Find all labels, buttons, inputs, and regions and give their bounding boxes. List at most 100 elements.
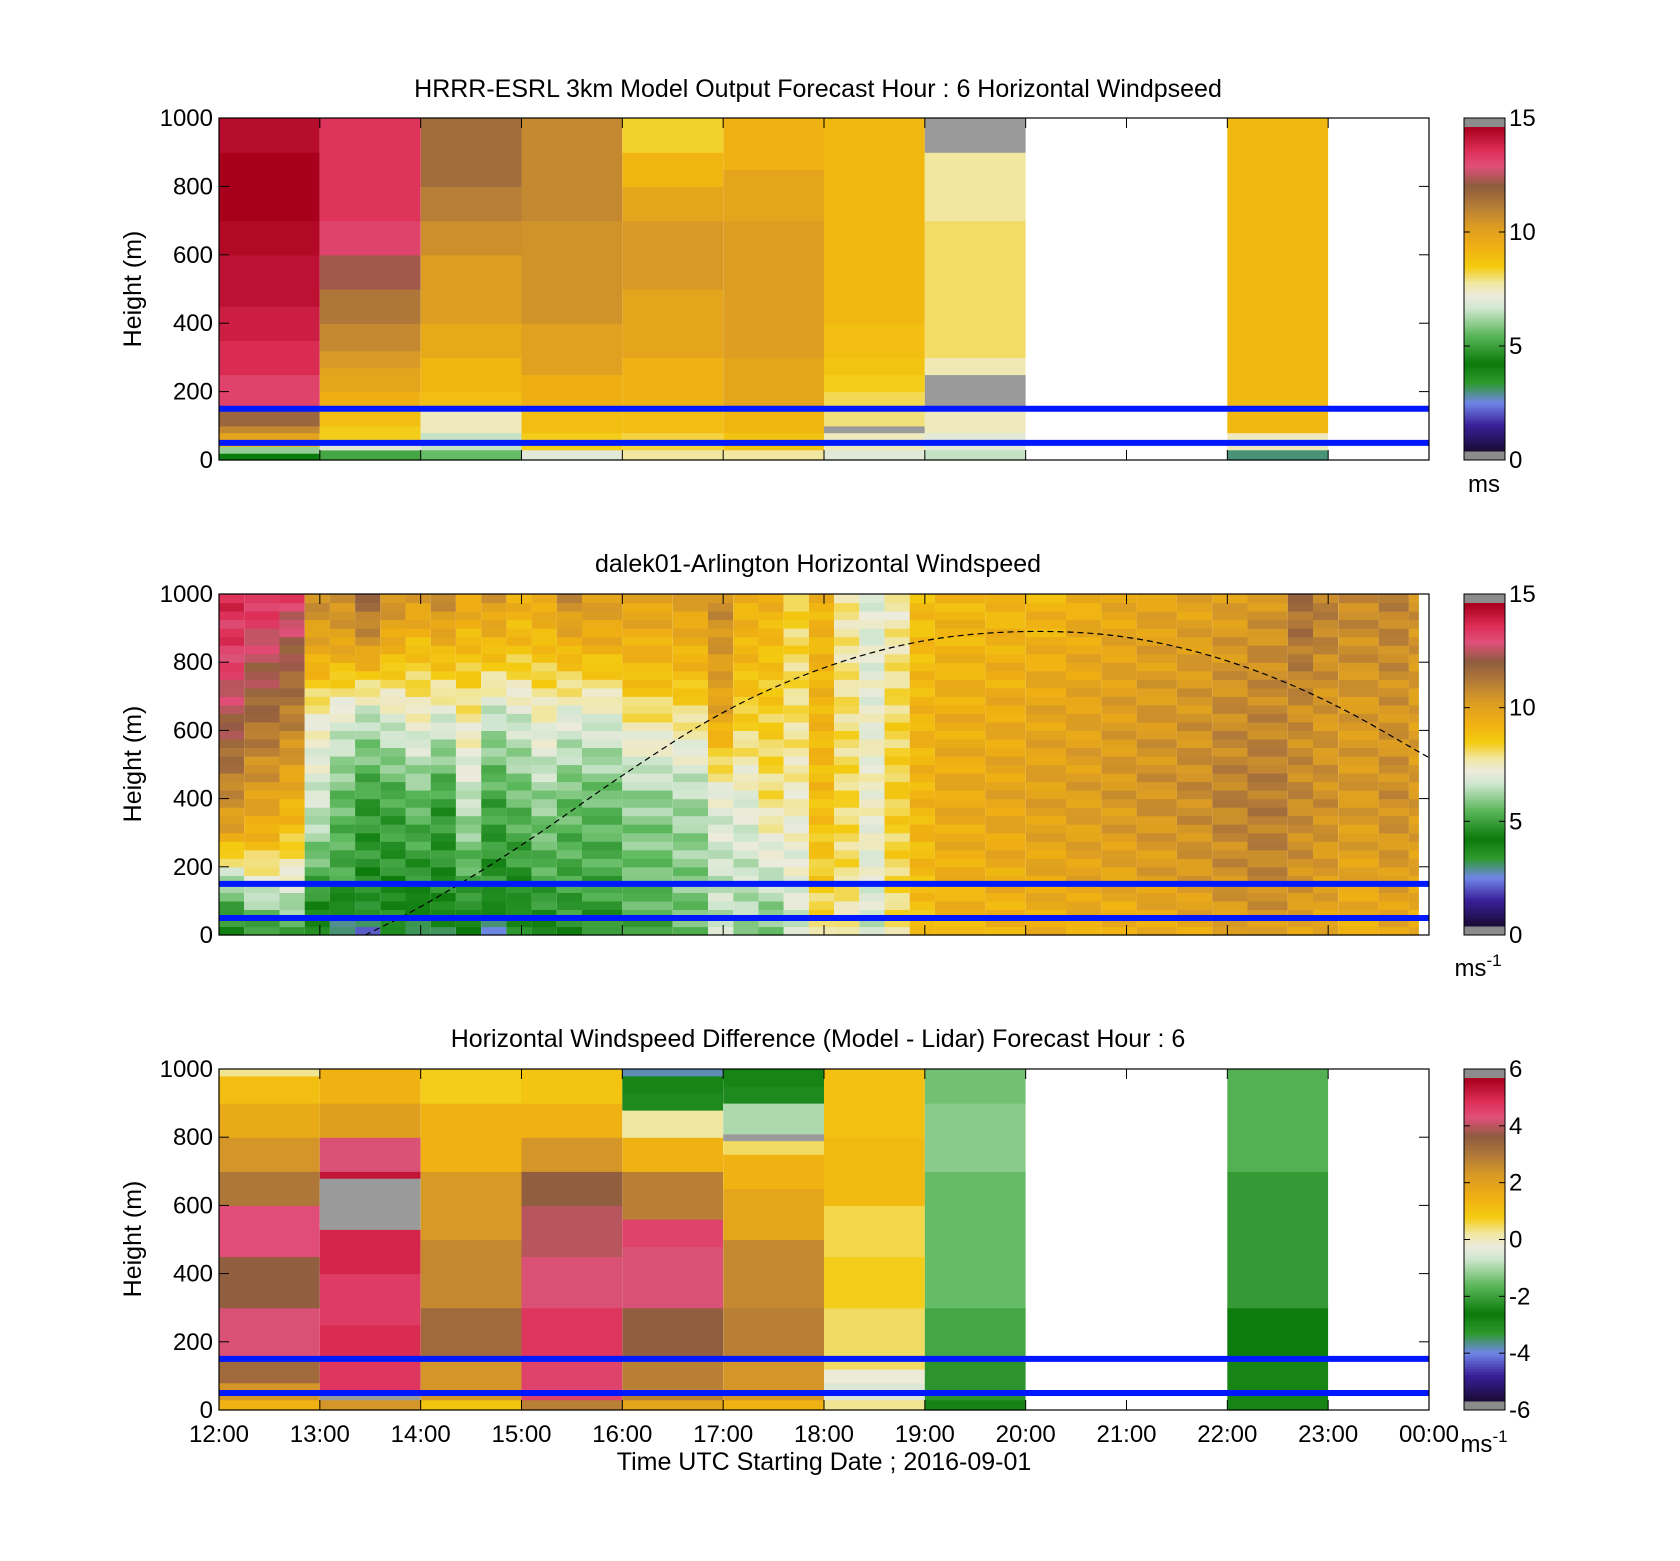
heatmap-cell xyxy=(783,866,809,876)
heatmap-cell xyxy=(219,1069,320,1077)
heatmap-cell xyxy=(1287,798,1313,808)
heatmap-cell xyxy=(934,662,986,672)
heatmap-cell xyxy=(985,900,1026,910)
heatmap-cell xyxy=(1136,875,1177,885)
heatmap-cell xyxy=(319,1137,421,1172)
colorbar-swatch xyxy=(1464,1169,1505,1173)
colorbar-swatch xyxy=(1464,799,1505,803)
heatmap-cell xyxy=(1313,807,1339,817)
colorbar-swatch xyxy=(1464,1215,1505,1219)
heatmap-cell xyxy=(1338,679,1379,689)
heatmap-cell xyxy=(808,790,835,800)
heatmap-cell xyxy=(808,611,835,621)
heatmap-cell xyxy=(708,747,734,757)
heatmap-cell xyxy=(985,807,1026,817)
heatmap-cell xyxy=(909,781,935,791)
unit-main: ms xyxy=(1468,471,1500,498)
heatmap-cell xyxy=(1212,594,1248,604)
heatmap-cell xyxy=(1101,773,1137,783)
heatmap-cell xyxy=(934,738,986,748)
colorbar-swatch xyxy=(1464,1096,1505,1101)
heatmap-cell xyxy=(219,721,245,731)
heatmap-cell xyxy=(1408,815,1419,825)
heatmap-cell xyxy=(733,841,759,851)
heatmap-cell xyxy=(859,679,885,689)
heatmap-cell xyxy=(481,756,507,766)
heatmap-cell xyxy=(909,645,935,655)
heatmap-cell xyxy=(985,866,1026,876)
heatmap-cell xyxy=(1101,883,1137,893)
heatmap-cell xyxy=(622,220,724,290)
colorbar-swatch xyxy=(1464,343,1505,347)
colorbar-swatch xyxy=(1464,364,1505,368)
heatmap-cell xyxy=(1066,824,1102,834)
heatmap-cell xyxy=(884,619,910,629)
heatmap-cell xyxy=(556,858,582,868)
heatmap-cell xyxy=(1378,670,1409,680)
heatmap-cell xyxy=(1212,815,1248,825)
heatmap-cell xyxy=(1212,662,1248,672)
heatmap-cell xyxy=(1101,730,1137,740)
heatmap-cell xyxy=(808,849,835,859)
colorbar-swatch xyxy=(1464,896,1505,900)
heatmap-cell xyxy=(1176,824,1213,834)
colorbar-swatch xyxy=(1464,332,1505,336)
heatmap-cell xyxy=(329,756,356,766)
colorbar-endcap xyxy=(1464,1069,1505,1078)
heatmap-cell xyxy=(304,900,330,910)
heatmap-cell xyxy=(355,918,381,928)
colorbar-swatch xyxy=(1464,909,1505,914)
colorbar-swatch xyxy=(1464,856,1505,860)
heatmap-cell xyxy=(430,858,456,868)
colorbar-swatch xyxy=(1464,1199,1505,1203)
heatmap-cell xyxy=(1025,619,1066,629)
heatmap-cell xyxy=(405,696,431,706)
heatmap-cell xyxy=(279,679,305,689)
heatmap-cell xyxy=(1136,773,1177,783)
heatmap-cell xyxy=(909,790,935,800)
colorbar-swatch xyxy=(1464,702,1505,706)
heatmap-cell xyxy=(824,391,925,410)
heatmap-cell xyxy=(506,781,532,791)
colorbar-swatch xyxy=(1464,267,1505,271)
heatmap-cell xyxy=(481,849,507,859)
colorbar-swatch xyxy=(1464,1104,1505,1109)
heatmap-cell xyxy=(319,220,421,256)
colorbar-swatch xyxy=(1464,710,1505,714)
heatmap-cell xyxy=(1136,926,1177,936)
heatmap-cell xyxy=(859,781,885,791)
heatmap-cell xyxy=(456,790,482,800)
heatmap-cell xyxy=(733,849,759,859)
heatmap-cell xyxy=(672,756,709,766)
y-axis-label: Height (m) xyxy=(119,1181,147,1298)
heatmap-cell xyxy=(622,704,673,714)
heatmap-cell xyxy=(783,611,809,621)
heatmap-cell xyxy=(934,832,986,842)
heatmap-cell xyxy=(329,918,356,928)
colorbar-swatch xyxy=(1464,1242,1505,1246)
heatmap-cell xyxy=(622,408,724,434)
colorbar-swatch xyxy=(1464,213,1505,217)
heatmap-cell xyxy=(708,687,734,697)
heatmap-cell xyxy=(1408,594,1419,604)
colorbar-swatch xyxy=(1464,280,1505,285)
colorbar-tick-label: -2 xyxy=(1509,1283,1530,1310)
colorbar-endcap xyxy=(1464,1401,1505,1410)
heatmap-cell xyxy=(1247,824,1288,834)
heatmap-cell xyxy=(1136,670,1177,680)
heatmap-cell xyxy=(1378,815,1409,825)
heatmap-cell xyxy=(1313,918,1339,928)
heatmap-cell xyxy=(329,696,356,706)
colorbar-unit: ms-1 xyxy=(1454,951,1501,982)
heatmap-cell xyxy=(783,747,809,757)
heatmap-cell xyxy=(304,653,330,663)
heatmap-cell xyxy=(556,841,582,851)
heatmap-cell xyxy=(279,704,305,714)
colorbar-swatch xyxy=(1464,1387,1505,1391)
heatmap-cell xyxy=(1287,909,1313,919)
heatmap-cell xyxy=(985,670,1026,680)
colorbar-swatch xyxy=(1464,783,1505,787)
heatmap-cell xyxy=(1287,858,1313,868)
heatmap-cell xyxy=(1136,798,1177,808)
heatmap-cell xyxy=(1247,756,1288,766)
